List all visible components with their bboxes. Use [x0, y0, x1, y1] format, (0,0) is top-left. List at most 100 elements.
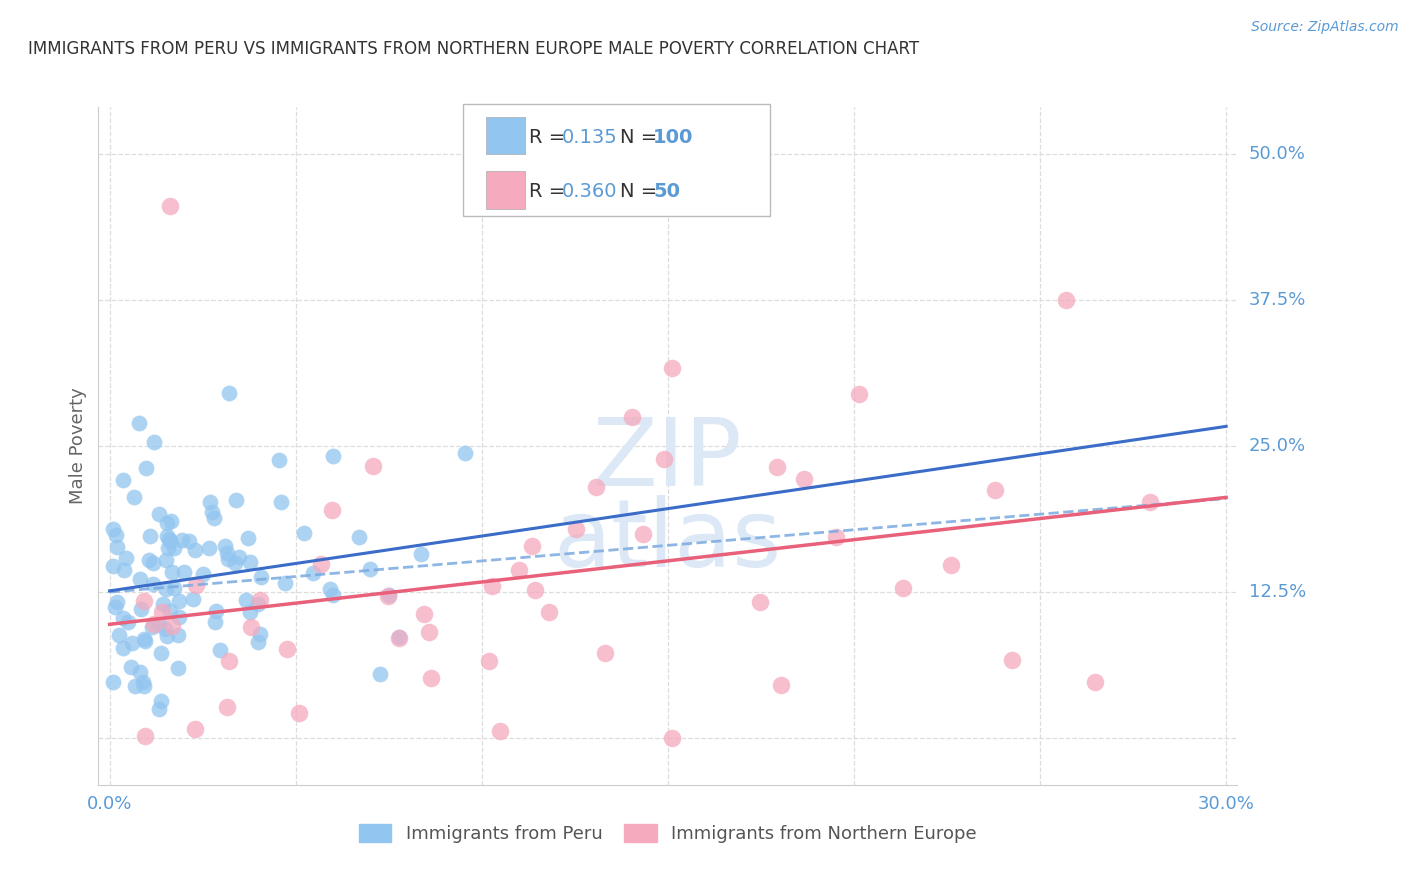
Point — [246, 635, 269, 649]
Point — [585, 480, 607, 494]
Point — [128, 416, 150, 430]
Point — [228, 549, 250, 564]
Point — [941, 558, 963, 572]
Text: atlas: atlas — [554, 495, 782, 587]
Point — [309, 557, 332, 571]
Point — [162, 565, 184, 579]
Point — [139, 529, 162, 543]
Point — [749, 594, 772, 608]
Point — [184, 578, 207, 592]
Point — [167, 594, 190, 608]
Point — [198, 541, 221, 556]
Point — [388, 631, 411, 645]
Point — [103, 675, 125, 690]
Point — [148, 702, 170, 716]
Point — [524, 583, 547, 598]
Point — [388, 630, 411, 644]
Point — [132, 593, 155, 607]
Point — [111, 473, 134, 487]
Point — [152, 597, 174, 611]
Point — [489, 724, 512, 739]
Point — [239, 605, 262, 619]
Point — [135, 461, 157, 475]
Point — [481, 579, 503, 593]
Point — [132, 675, 155, 690]
Point — [104, 600, 127, 615]
Point — [111, 611, 134, 625]
Point — [115, 551, 138, 566]
Text: N =: N = — [620, 128, 664, 147]
Point — [103, 522, 125, 536]
FancyBboxPatch shape — [463, 103, 770, 216]
Point — [150, 694, 173, 708]
Point — [156, 629, 179, 643]
Point — [631, 526, 654, 541]
Point — [170, 533, 193, 547]
Point — [652, 451, 675, 466]
Point — [766, 460, 789, 475]
Point — [246, 597, 269, 611]
Point — [183, 722, 205, 736]
Point — [209, 642, 232, 657]
Point — [142, 556, 165, 570]
Point — [288, 706, 311, 720]
Y-axis label: Male Poverty: Male Poverty — [69, 388, 87, 504]
Point — [1084, 675, 1107, 690]
Point — [132, 679, 155, 693]
Point — [508, 563, 530, 577]
Point — [368, 667, 391, 681]
Point — [163, 581, 186, 595]
Point — [160, 514, 183, 528]
Point — [267, 453, 290, 467]
Point — [225, 492, 247, 507]
FancyBboxPatch shape — [485, 117, 526, 154]
Point — [538, 606, 561, 620]
Point — [239, 556, 262, 570]
Point — [218, 386, 240, 401]
Text: 0.360: 0.360 — [562, 182, 617, 202]
Point — [250, 570, 273, 584]
Point — [143, 616, 166, 631]
Point — [143, 434, 166, 449]
Point — [141, 620, 163, 634]
Text: Source: ZipAtlas.com: Source: ZipAtlas.com — [1251, 20, 1399, 34]
Point — [150, 605, 173, 619]
Point — [377, 588, 399, 602]
Point — [270, 494, 292, 508]
Point — [848, 387, 870, 401]
Point — [420, 672, 443, 686]
Point — [201, 505, 224, 519]
Point — [411, 547, 433, 561]
Point — [177, 534, 200, 549]
Text: 12.5%: 12.5% — [1249, 583, 1306, 601]
Point — [128, 572, 150, 586]
Point — [132, 632, 155, 647]
Point — [148, 617, 170, 632]
Point — [1139, 495, 1161, 509]
Point — [292, 525, 315, 540]
Point — [565, 522, 588, 536]
Point — [117, 615, 139, 629]
Point — [155, 553, 177, 567]
Text: IMMIGRANTS FROM PERU VS IMMIGRANTS FROM NORTHERN EUROPE MALE POVERTY CORRELATION: IMMIGRANTS FROM PERU VS IMMIGRANTS FROM … — [28, 40, 920, 58]
Point — [520, 539, 543, 553]
Point — [198, 494, 221, 508]
Point — [159, 199, 181, 213]
Point — [824, 530, 846, 544]
Point — [240, 620, 263, 634]
Point — [167, 627, 190, 641]
Text: 25.0%: 25.0% — [1249, 437, 1306, 455]
Point — [103, 559, 125, 574]
Point — [157, 541, 180, 555]
Point — [322, 588, 344, 602]
Point — [148, 507, 170, 521]
Point — [319, 582, 342, 596]
Point — [173, 566, 195, 580]
Point — [593, 646, 616, 660]
Point — [205, 604, 228, 618]
Point — [107, 628, 129, 642]
Point — [122, 490, 145, 504]
Point — [322, 449, 344, 463]
FancyBboxPatch shape — [485, 171, 526, 209]
Point — [620, 410, 643, 425]
